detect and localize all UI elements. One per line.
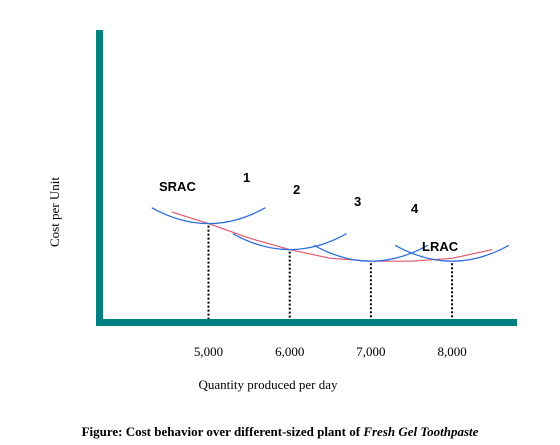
- lrac-layer: [171, 211, 493, 262]
- drop-lines: [207, 225, 454, 319]
- srac-curve-2: [232, 233, 347, 251]
- caption-emphasis: Fresh Gel Toothpaste: [363, 424, 479, 439]
- srac-layer: [151, 207, 510, 262]
- srac-curve-label-1: 1: [243, 170, 250, 185]
- srac-curve-4: [394, 244, 510, 262]
- srac-curve-label-3: 3: [354, 194, 361, 209]
- figure-caption: Figure: Cost behavior over different-siz…: [0, 424, 560, 440]
- caption-prefix: Figure: Cost behavior over different-siz…: [81, 424, 364, 439]
- lrac-label: LRAC: [422, 239, 459, 254]
- y-axis-title: Cost per Unit: [47, 177, 62, 247]
- srac-label: SRAC: [159, 179, 196, 194]
- x-axis: [96, 319, 517, 326]
- srac-curve-label-4: 4: [411, 201, 419, 216]
- x-tick-label: 8,000: [437, 344, 466, 359]
- srac-curve-label-2: 2: [293, 182, 300, 197]
- y-axis: [96, 30, 103, 325]
- srac-curve-3: [313, 244, 429, 262]
- x-tick-label: 5,000: [194, 344, 223, 359]
- x-axis-title: Quantity produced per day: [199, 377, 338, 392]
- x-tick-labels: 5,000 6,000 7,000 8,000: [194, 344, 467, 359]
- x-tick-label: 7,000: [356, 344, 385, 359]
- x-tick-label: 6,000: [275, 344, 304, 359]
- lrac-curve: [171, 211, 493, 262]
- srac-curve-1: [151, 207, 266, 225]
